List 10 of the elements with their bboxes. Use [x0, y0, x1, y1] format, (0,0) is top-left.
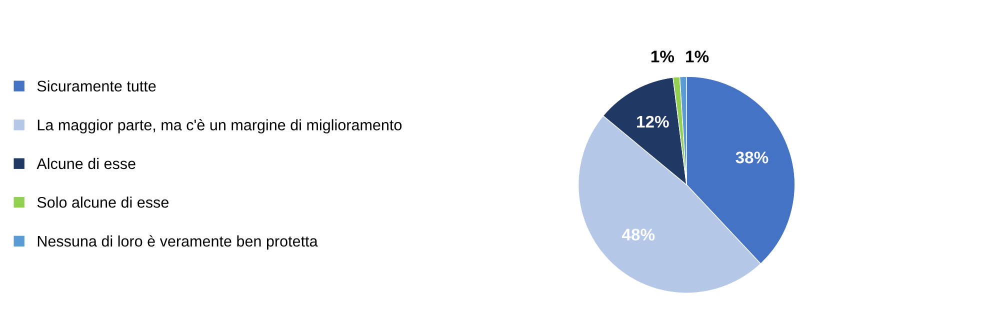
data-label: 38% — [736, 152, 768, 164]
data-label: 12% — [637, 116, 669, 128]
legend-label: Nessuna di loro è veramente ben protetta — [38, 235, 318, 250]
data-label: 1% — [686, 50, 709, 62]
legend-label: Sicuramente tutte — [37, 80, 156, 92]
data-label: 48% — [622, 228, 655, 241]
legend-label: Alcune di esse — [36, 158, 136, 170]
data-label: 1% — [651, 50, 674, 62]
legend-label: Solo alcune di esse — [37, 196, 168, 208]
legend-label: La maggior parte, ma c'è un margine di miglioramento — [38, 119, 402, 134]
